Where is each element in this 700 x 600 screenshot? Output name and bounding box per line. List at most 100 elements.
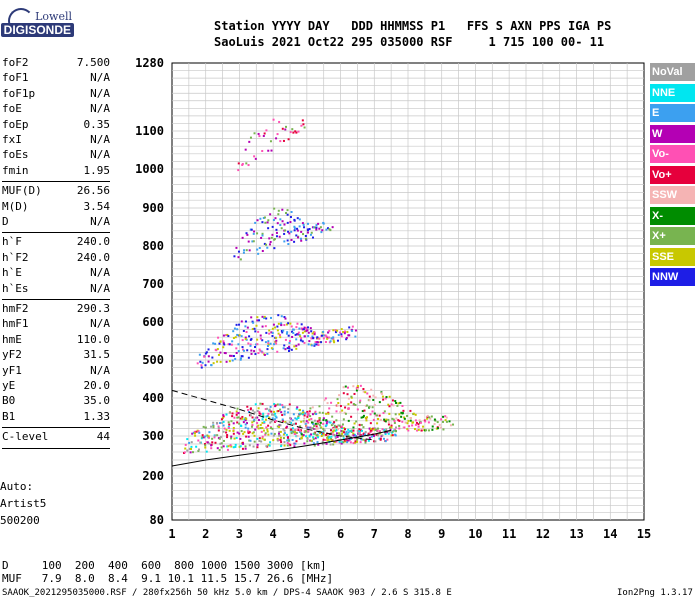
echo-point	[276, 403, 279, 406]
echo-point	[335, 410, 338, 413]
param-row: MUF(D) 26.56	[2, 184, 110, 200]
echo-point	[308, 435, 311, 438]
echo-point	[279, 408, 282, 411]
echo-point	[314, 437, 317, 440]
echo-point	[256, 416, 259, 419]
echo-point	[325, 442, 328, 445]
echo-point	[210, 364, 213, 367]
echo-point	[342, 435, 345, 438]
echo-point	[258, 348, 261, 351]
echo-point	[219, 351, 222, 354]
echo-point	[389, 428, 392, 431]
echo-point	[281, 419, 284, 422]
echo-point	[328, 329, 331, 332]
echo-point	[307, 331, 310, 334]
echo-point	[305, 435, 308, 438]
echo-point	[358, 430, 361, 433]
echo-point	[278, 434, 281, 437]
echo-point	[280, 315, 283, 318]
echo-point	[246, 405, 249, 408]
echo-point	[312, 427, 315, 430]
echo-point	[227, 421, 230, 424]
echo-point	[426, 414, 429, 417]
param-name: h`F2	[2, 250, 29, 264]
echo-point	[237, 250, 240, 253]
echo-point	[364, 433, 367, 436]
echo-point	[207, 360, 210, 363]
echo-point	[302, 328, 305, 331]
echo-point	[360, 423, 363, 426]
echo-point	[216, 360, 219, 363]
echo-point	[217, 429, 220, 432]
echo-point	[342, 386, 345, 389]
echo-point	[331, 415, 334, 418]
echo-point	[256, 425, 259, 428]
echo-point	[382, 428, 385, 431]
echo-point	[375, 428, 378, 431]
echo-point	[333, 429, 336, 432]
echo-point	[387, 423, 390, 426]
echo-point	[222, 414, 225, 417]
echo-point	[321, 411, 324, 414]
echo-point	[317, 427, 320, 430]
echo-point	[318, 418, 321, 421]
echo-point	[288, 232, 291, 235]
echo-point	[200, 364, 203, 367]
echo-point	[315, 434, 318, 437]
param-value: N/A	[90, 71, 110, 85]
param-value: 35.0	[83, 394, 111, 408]
echo-point	[329, 443, 332, 446]
echo-point	[287, 138, 290, 141]
param-value: 1.33	[83, 409, 111, 423]
echo-point	[241, 447, 244, 450]
echo-point	[359, 384, 362, 387]
echo-point	[322, 432, 325, 435]
echo-point	[280, 445, 283, 448]
echo-point	[311, 413, 314, 416]
echo-point	[236, 333, 239, 336]
echo-point	[261, 402, 264, 405]
echo-point	[245, 162, 248, 165]
echo-point	[201, 361, 204, 364]
echo-point	[280, 227, 283, 230]
echo-point	[303, 126, 306, 129]
echo-point	[392, 429, 395, 432]
echo-point	[286, 439, 289, 442]
param-value: N/A	[90, 133, 110, 146]
echo-point	[340, 333, 343, 336]
echo-point	[328, 421, 331, 424]
echo-point	[407, 419, 410, 422]
echo-point	[360, 438, 363, 441]
echo-point	[213, 436, 216, 439]
echo-point	[290, 238, 293, 241]
param-row: h`Es N/A	[2, 282, 110, 298]
legend-item: Vo+	[650, 165, 695, 184]
echo-point	[327, 336, 330, 339]
echo-point	[329, 229, 332, 232]
echo-point	[299, 412, 302, 415]
echo-point	[356, 438, 359, 441]
echo-point	[250, 352, 253, 355]
echo-point	[249, 439, 252, 442]
echo-point	[409, 417, 412, 420]
echo-point	[276, 325, 279, 328]
echo-point	[345, 434, 348, 437]
echo-point	[332, 433, 335, 436]
echo-point	[403, 426, 406, 429]
echo-point	[431, 428, 434, 431]
echo-point	[277, 425, 280, 428]
profile-curve	[171, 389, 375, 441]
echo-point	[295, 435, 298, 438]
echo-point	[335, 425, 338, 428]
echo-point	[366, 392, 369, 395]
echo-point	[263, 317, 266, 320]
echo-point	[211, 441, 214, 444]
echo-point	[347, 403, 350, 406]
echo-point	[254, 221, 257, 224]
echo-point	[397, 419, 400, 422]
echo-point	[313, 424, 316, 427]
echo-point	[281, 404, 284, 407]
echo-point	[335, 432, 338, 435]
echo-point	[259, 402, 262, 405]
echo-point	[322, 417, 325, 420]
